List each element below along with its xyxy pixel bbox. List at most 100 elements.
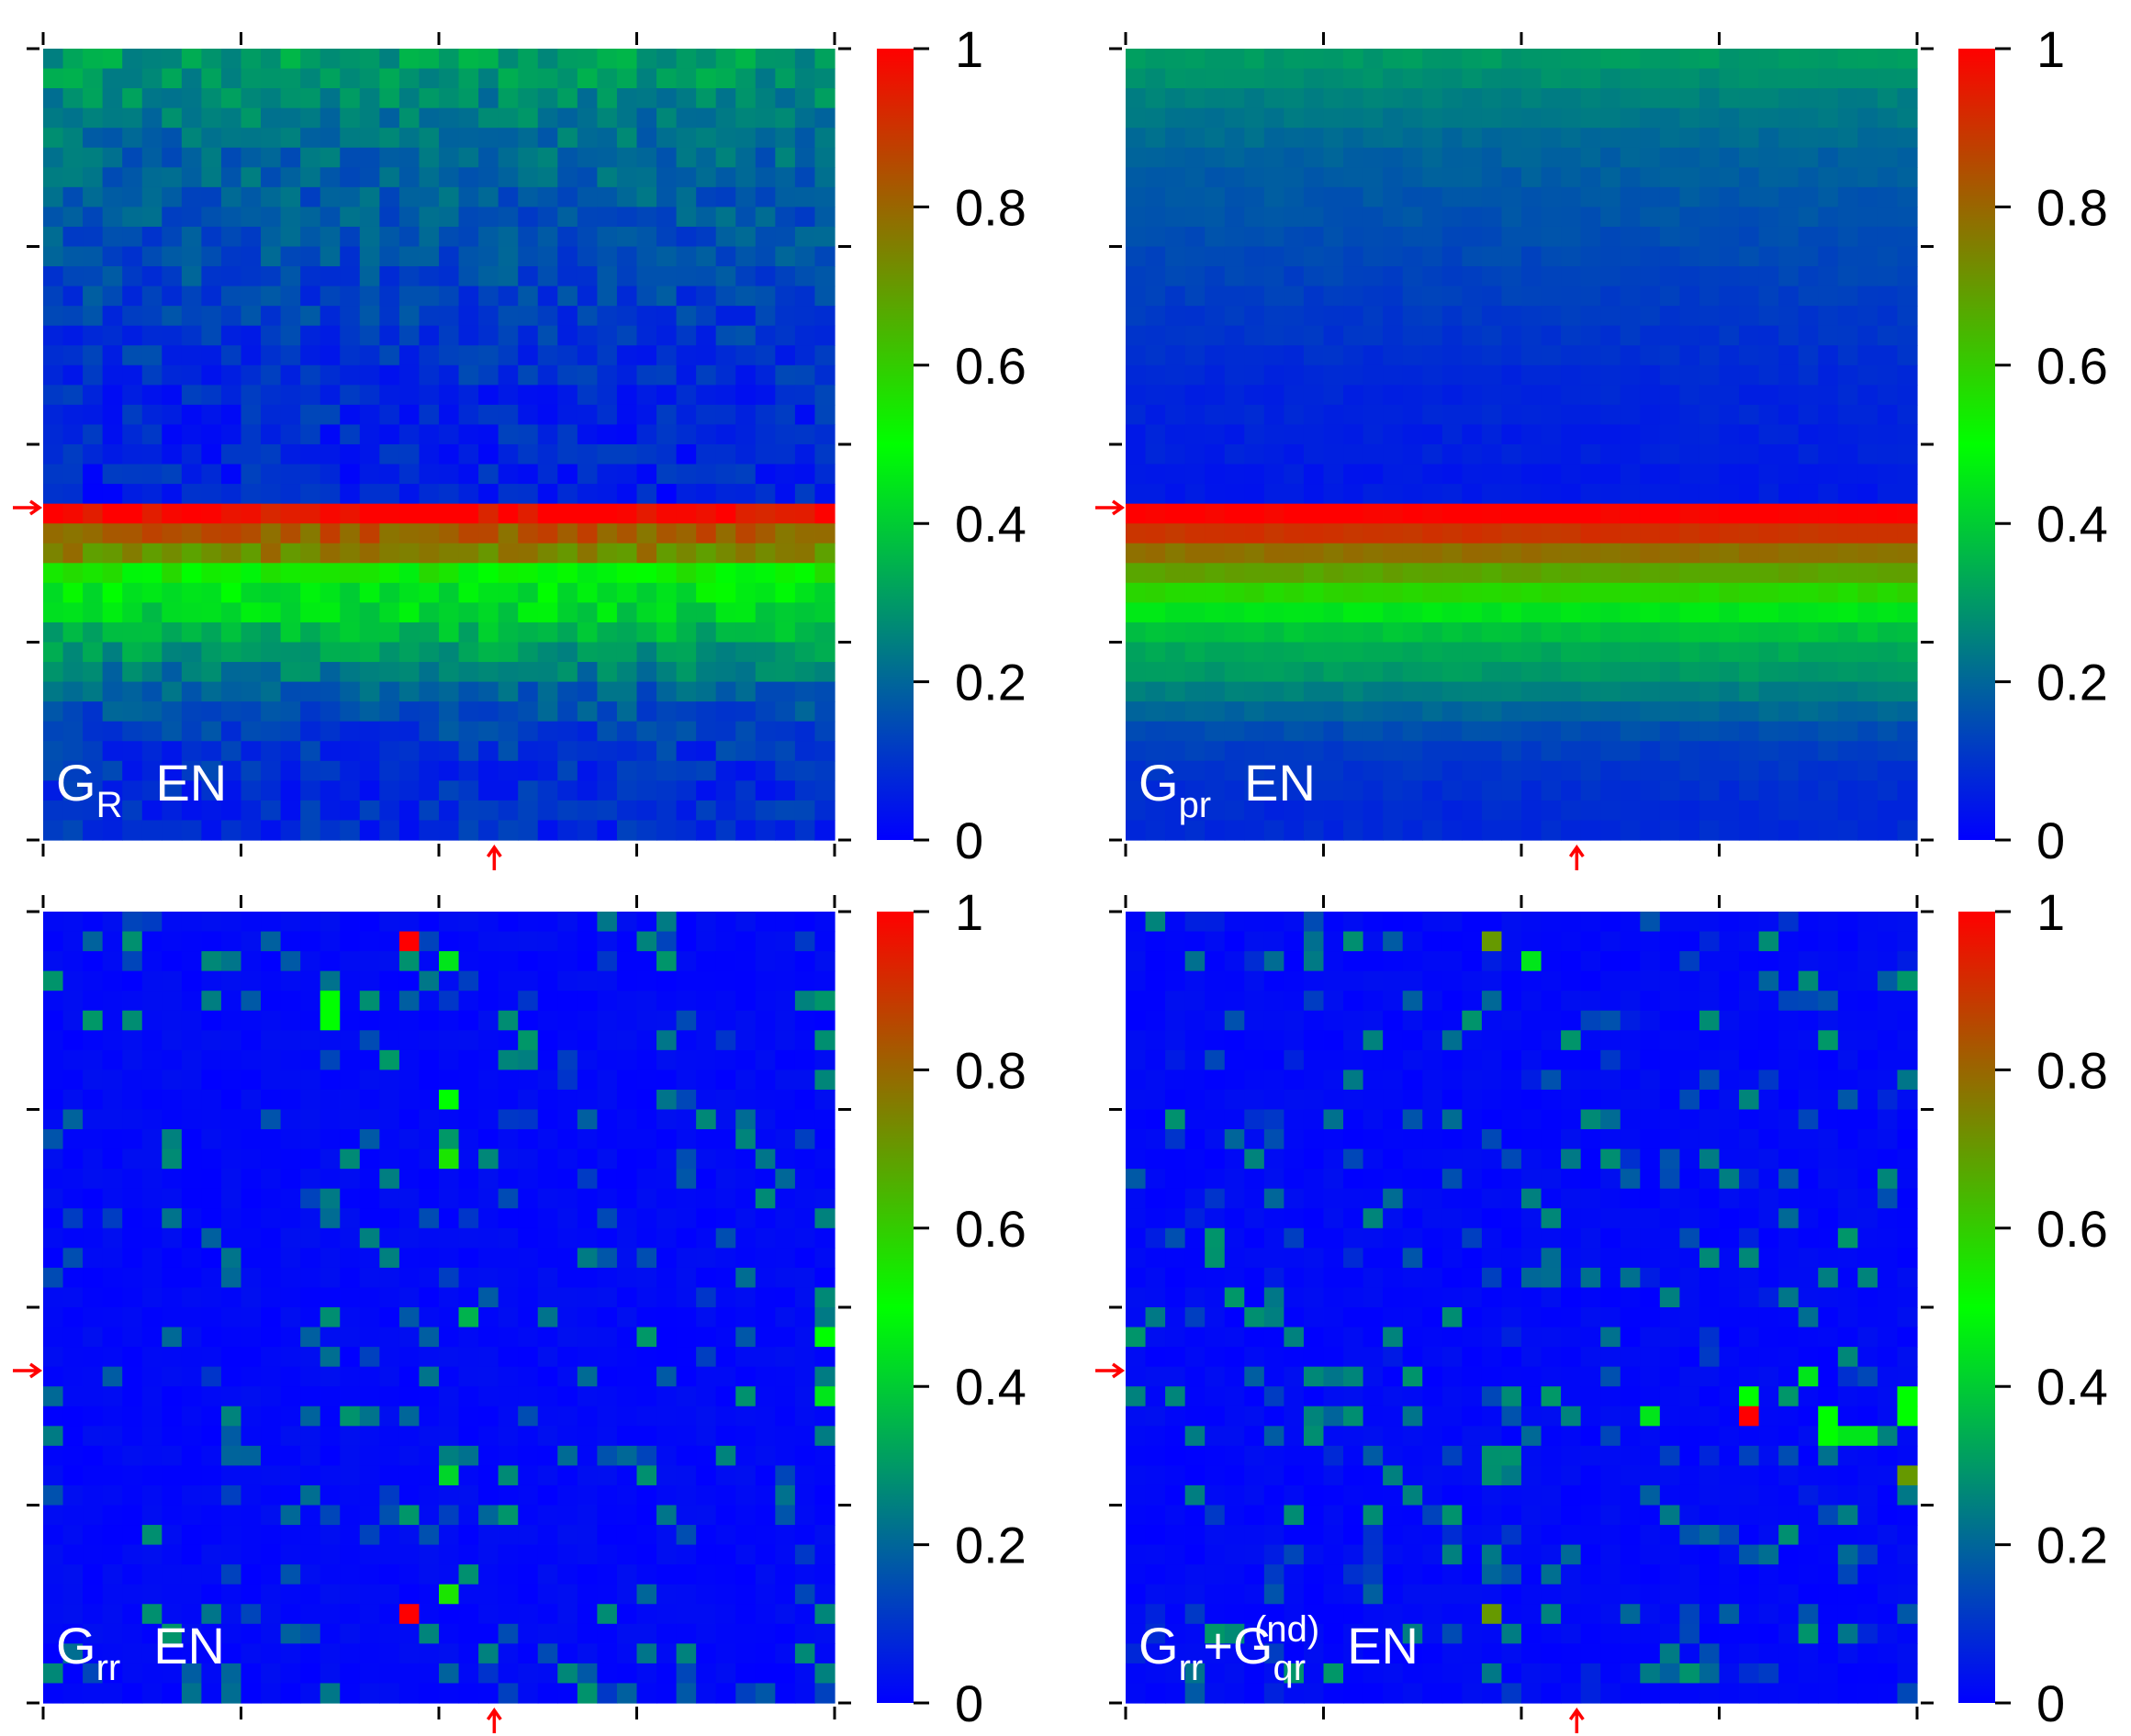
heatmap-cell — [1165, 49, 1186, 70]
heatmap-cell — [696, 1089, 717, 1111]
heatmap-cell — [340, 325, 361, 346]
heatmap-cell — [320, 107, 341, 129]
heatmap-cell — [1600, 523, 1621, 544]
heatmap-cell — [83, 1683, 104, 1704]
heatmap-cell — [1145, 912, 1166, 933]
heatmap-cell — [794, 1010, 816, 1031]
heatmap-cell — [439, 1484, 460, 1506]
heatmap-cell — [735, 1445, 757, 1466]
heatmap-cell — [280, 1327, 301, 1348]
heatmap-cell — [1284, 543, 1305, 564]
heatmap-cell — [1343, 931, 1364, 952]
heatmap-cell — [577, 1525, 598, 1546]
heatmap-cell — [1580, 741, 1601, 762]
heatmap-cell — [458, 701, 479, 722]
heatmap-cell — [1778, 602, 1800, 623]
heatmap-cell — [597, 186, 618, 207]
heatmap-cell — [419, 68, 440, 89]
heatmap-cell — [1303, 88, 1325, 109]
heatmap-cell — [359, 325, 380, 346]
heatmap-cell — [775, 1188, 796, 1209]
heatmap-cell — [1205, 662, 1226, 683]
heatmap-cell — [162, 780, 183, 801]
heatmap-cell — [478, 820, 499, 841]
heatmap-cell — [1323, 186, 1344, 207]
heatmap-cell — [1857, 484, 1879, 505]
heatmap-cell — [1877, 800, 1899, 822]
heatmap-cell — [636, 1030, 657, 1051]
heatmap-cell — [62, 1564, 84, 1585]
heatmap-cell — [814, 1426, 836, 1447]
heatmap-cell — [280, 951, 301, 972]
heatmap-cell — [498, 385, 519, 406]
heatmap-cell — [62, 186, 84, 207]
heatmap-cell — [696, 662, 717, 683]
heatmap-cell — [557, 286, 578, 307]
heatmap-cell — [1837, 345, 1858, 366]
heatmap-cell — [1462, 464, 1483, 485]
heatmap-cell — [1263, 464, 1284, 485]
heatmap-cell — [1126, 760, 1147, 781]
heatmap-cell — [1897, 563, 1918, 584]
heatmap-cell — [419, 1267, 440, 1289]
heatmap-cell — [1857, 543, 1879, 564]
heatmap-cell — [1205, 385, 1226, 406]
heatmap-cell — [1561, 760, 1582, 781]
heatmap-cell — [181, 1089, 202, 1111]
heatmap-cell — [715, 951, 736, 972]
heatmap-cell — [696, 1307, 717, 1328]
heatmap-cell — [577, 167, 598, 188]
heatmap-cell — [1363, 800, 1384, 822]
col-arrow-icon — [486, 1707, 502, 1733]
heatmap-cell — [518, 1287, 539, 1308]
heatmap-cell — [141, 1584, 163, 1605]
heatmap-cell — [1501, 820, 1522, 841]
heatmap-cell — [1739, 128, 1760, 149]
heatmap-cell — [715, 385, 736, 406]
heatmap-cell — [794, 49, 816, 70]
heatmap-cell — [537, 404, 558, 426]
heatmap-cell — [220, 364, 242, 386]
heatmap-cell — [300, 1623, 321, 1644]
heatmap-cell — [676, 1525, 697, 1546]
heatmap-cell — [300, 681, 321, 702]
heatmap-cell — [577, 1148, 598, 1170]
heatmap-cell — [83, 128, 104, 149]
heatmap-cell — [241, 1227, 262, 1249]
heatmap-cell — [398, 286, 421, 307]
heatmap-cell — [1323, 207, 1344, 228]
heatmap-cell — [775, 662, 796, 683]
heatmap-cell — [498, 523, 519, 544]
heatmap-cell — [715, 1683, 736, 1704]
heatmap-cell — [577, 364, 598, 386]
heatmap-cell — [794, 1327, 816, 1348]
heatmap-cell — [1561, 642, 1582, 663]
heatmap-cell — [320, 404, 341, 426]
heatmap-cell — [715, 1208, 736, 1229]
heatmap-cell — [1798, 325, 1819, 346]
heatmap-cell — [1877, 721, 1899, 742]
heatmap-cell — [1402, 385, 1423, 406]
heatmap-cell — [1521, 424, 1542, 445]
heatmap-cell — [1699, 147, 1721, 168]
heatmap-cell — [340, 167, 361, 188]
heatmap-cell — [1640, 820, 1661, 841]
heatmap-cell — [261, 1148, 282, 1170]
heatmap-cell — [141, 1347, 163, 1368]
heatmap-cell — [1739, 147, 1760, 168]
heatmap-cell — [398, 701, 421, 722]
heatmap-cell — [1699, 306, 1721, 327]
heatmap-cell — [1126, 266, 1147, 287]
heatmap-cell — [498, 246, 519, 267]
heatmap-cell — [458, 385, 479, 406]
heatmap-cell — [300, 226, 321, 248]
heatmap-cell — [557, 1208, 578, 1229]
heatmap-cell — [1798, 68, 1819, 89]
heatmap-cell — [1263, 444, 1284, 465]
heatmap-cell — [1402, 602, 1423, 623]
heatmap-cell — [775, 1070, 796, 1091]
heatmap-cell — [201, 266, 222, 287]
heatmap-cell — [1184, 424, 1206, 445]
heatmap-cell — [1165, 721, 1186, 742]
heatmap-cell — [656, 404, 678, 426]
